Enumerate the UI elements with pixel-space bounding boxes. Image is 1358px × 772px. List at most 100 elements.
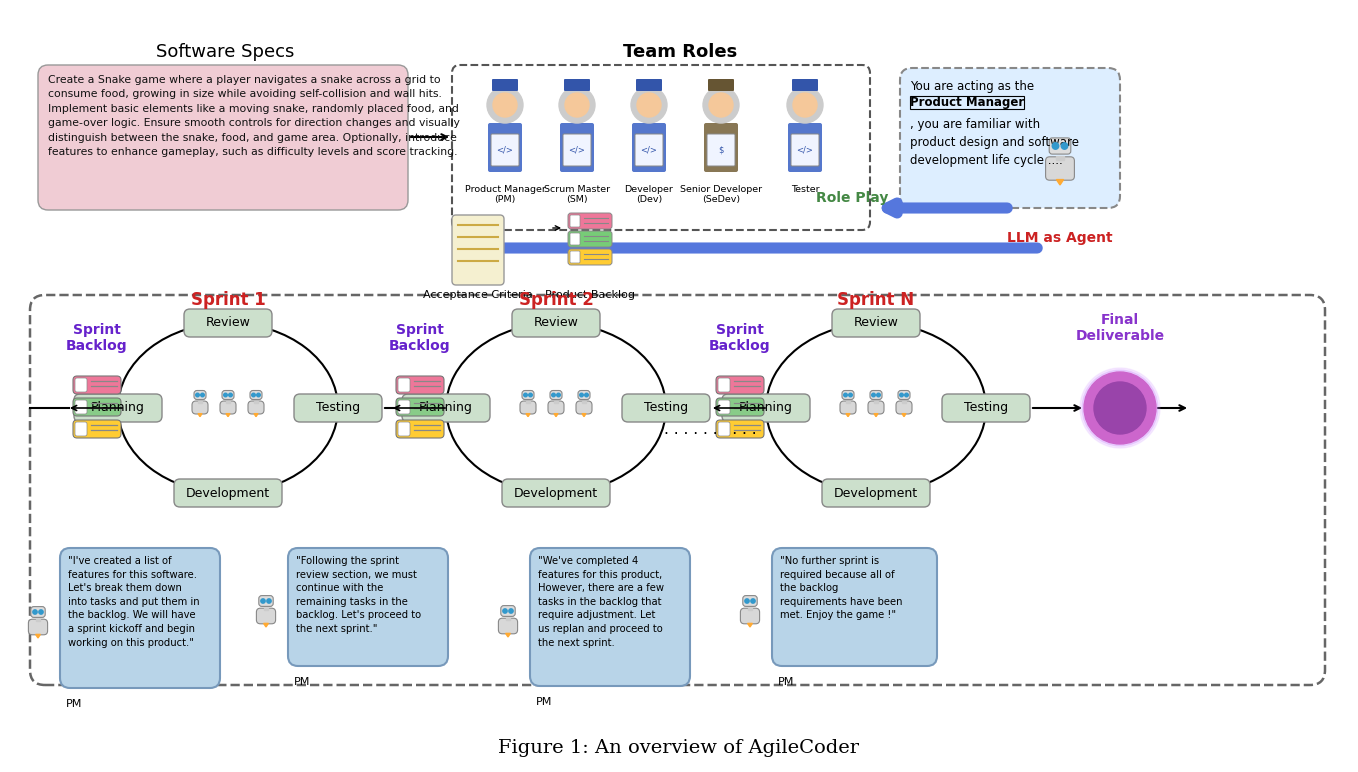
Circle shape bbox=[257, 393, 261, 397]
FancyBboxPatch shape bbox=[790, 134, 819, 166]
FancyBboxPatch shape bbox=[564, 134, 591, 166]
Text: Scrum Master
(SM): Scrum Master (SM) bbox=[545, 185, 610, 205]
Polygon shape bbox=[35, 635, 41, 638]
Text: PM: PM bbox=[65, 699, 83, 709]
Polygon shape bbox=[225, 414, 230, 417]
Circle shape bbox=[528, 393, 532, 397]
Text: , you are familiar with: , you are familiar with bbox=[910, 118, 1040, 131]
FancyBboxPatch shape bbox=[570, 215, 580, 227]
FancyBboxPatch shape bbox=[512, 309, 600, 337]
FancyBboxPatch shape bbox=[221, 391, 234, 399]
Circle shape bbox=[509, 609, 513, 613]
FancyBboxPatch shape bbox=[288, 548, 448, 666]
FancyBboxPatch shape bbox=[75, 422, 87, 436]
FancyBboxPatch shape bbox=[452, 65, 870, 230]
FancyBboxPatch shape bbox=[870, 391, 881, 399]
Text: Senior Developer
(SeDev): Senior Developer (SeDev) bbox=[680, 185, 762, 205]
FancyBboxPatch shape bbox=[740, 608, 759, 624]
Text: </>: </> bbox=[641, 145, 657, 154]
FancyBboxPatch shape bbox=[788, 123, 822, 172]
Circle shape bbox=[900, 393, 903, 397]
Text: Development: Development bbox=[186, 486, 270, 499]
Text: Planning: Planning bbox=[91, 401, 145, 415]
Text: PM: PM bbox=[293, 677, 310, 687]
Bar bbox=[263, 608, 269, 610]
FancyBboxPatch shape bbox=[521, 391, 534, 399]
FancyBboxPatch shape bbox=[492, 134, 519, 166]
Circle shape bbox=[843, 393, 847, 397]
Circle shape bbox=[631, 87, 667, 123]
Circle shape bbox=[39, 610, 43, 615]
Circle shape bbox=[1061, 143, 1067, 149]
FancyBboxPatch shape bbox=[520, 401, 536, 414]
Text: Product Manager
(PM): Product Manager (PM) bbox=[464, 185, 546, 205]
FancyBboxPatch shape bbox=[576, 401, 592, 414]
Text: Sprint
Backlog: Sprint Backlog bbox=[709, 323, 771, 353]
FancyBboxPatch shape bbox=[492, 79, 517, 91]
Text: </>: </> bbox=[797, 145, 813, 154]
Circle shape bbox=[872, 393, 876, 397]
Bar bbox=[526, 401, 530, 402]
FancyBboxPatch shape bbox=[579, 391, 589, 399]
Text: Sprint
Backlog: Sprint Backlog bbox=[390, 323, 451, 353]
FancyBboxPatch shape bbox=[842, 391, 854, 399]
Circle shape bbox=[849, 393, 853, 397]
Text: Testing: Testing bbox=[644, 401, 689, 415]
Text: "I've created a list of
features for this software.
Let's break them down
into t: "I've created a list of features for thi… bbox=[68, 556, 200, 648]
Text: Sprint
Backlog: Sprint Backlog bbox=[67, 323, 128, 353]
FancyBboxPatch shape bbox=[549, 401, 564, 414]
FancyBboxPatch shape bbox=[942, 394, 1029, 422]
Text: Review: Review bbox=[854, 317, 899, 330]
Circle shape bbox=[709, 93, 733, 117]
FancyBboxPatch shape bbox=[397, 398, 444, 416]
FancyBboxPatch shape bbox=[636, 79, 661, 91]
Text: Software Specs: Software Specs bbox=[156, 43, 295, 61]
Circle shape bbox=[793, 93, 818, 117]
FancyBboxPatch shape bbox=[792, 79, 818, 91]
FancyBboxPatch shape bbox=[73, 398, 121, 416]
FancyBboxPatch shape bbox=[174, 479, 282, 507]
Text: Developer
(Dev): Developer (Dev) bbox=[625, 185, 674, 205]
Text: Acceptance Criteria: Acceptance Criteria bbox=[424, 290, 532, 300]
FancyBboxPatch shape bbox=[501, 605, 515, 616]
FancyBboxPatch shape bbox=[398, 400, 410, 414]
Bar bbox=[583, 401, 587, 402]
Circle shape bbox=[637, 93, 661, 117]
Bar bbox=[225, 401, 230, 402]
FancyBboxPatch shape bbox=[38, 65, 407, 210]
Polygon shape bbox=[1057, 180, 1063, 185]
Bar bbox=[35, 618, 41, 621]
FancyBboxPatch shape bbox=[60, 548, 220, 688]
Polygon shape bbox=[875, 414, 879, 417]
Text: You are acting as the: You are acting as the bbox=[910, 80, 1038, 93]
FancyBboxPatch shape bbox=[718, 378, 731, 392]
FancyBboxPatch shape bbox=[249, 401, 263, 414]
Text: Review: Review bbox=[534, 317, 579, 330]
Text: Role Play: Role Play bbox=[816, 191, 888, 205]
Circle shape bbox=[904, 393, 909, 397]
Circle shape bbox=[196, 393, 200, 397]
Circle shape bbox=[580, 393, 584, 397]
Bar bbox=[554, 401, 558, 402]
FancyBboxPatch shape bbox=[841, 401, 856, 414]
FancyBboxPatch shape bbox=[716, 398, 765, 416]
FancyBboxPatch shape bbox=[220, 401, 236, 414]
Polygon shape bbox=[198, 414, 202, 417]
Circle shape bbox=[224, 393, 227, 397]
FancyBboxPatch shape bbox=[743, 596, 758, 606]
FancyBboxPatch shape bbox=[568, 213, 612, 229]
Circle shape bbox=[1082, 370, 1158, 446]
Text: Review: Review bbox=[205, 317, 250, 330]
Bar bbox=[875, 401, 879, 402]
Circle shape bbox=[33, 610, 37, 615]
Text: $: $ bbox=[718, 145, 724, 154]
Bar bbox=[505, 618, 511, 620]
Circle shape bbox=[261, 599, 265, 603]
Bar bbox=[748, 608, 752, 610]
Text: . . . . . . . . . .: . . . . . . . . . . bbox=[664, 422, 756, 438]
Polygon shape bbox=[748, 623, 752, 627]
Circle shape bbox=[551, 393, 555, 397]
Circle shape bbox=[751, 599, 755, 603]
Text: "Following the sprint
review section, we must
continue with the
remaining tasks : "Following the sprint review section, we… bbox=[296, 556, 421, 634]
Circle shape bbox=[559, 87, 595, 123]
